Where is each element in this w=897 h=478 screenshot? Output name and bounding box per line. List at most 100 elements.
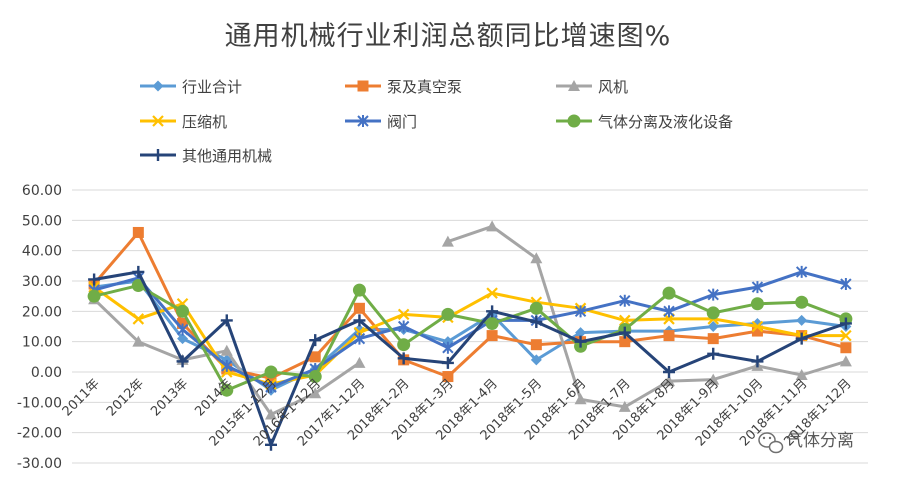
series-line xyxy=(93,279,847,392)
data-point xyxy=(308,370,322,384)
data-point xyxy=(751,281,764,294)
data-point xyxy=(177,333,189,345)
data-point xyxy=(619,314,631,327)
data-point xyxy=(706,306,720,320)
data-point xyxy=(662,286,676,300)
data-point xyxy=(265,438,277,451)
data-point xyxy=(530,315,543,328)
data-point xyxy=(707,373,720,385)
watermark: 气体分离 xyxy=(758,431,854,454)
data-point xyxy=(840,278,852,291)
y-tick-label: 20.00 xyxy=(22,304,62,320)
data-point xyxy=(618,400,631,412)
data-point xyxy=(663,375,675,387)
data-point xyxy=(707,321,719,332)
data-point xyxy=(840,329,852,342)
data-point xyxy=(441,235,454,247)
data-point xyxy=(707,333,719,345)
data-point xyxy=(88,273,101,286)
data-point xyxy=(574,335,587,348)
data-point xyxy=(397,308,410,321)
data-point xyxy=(751,320,764,333)
data-point xyxy=(839,355,852,367)
data-point xyxy=(131,279,145,293)
gridlines xyxy=(72,189,868,464)
data-point xyxy=(618,326,631,339)
legend-label: 阀门 xyxy=(387,113,417,131)
data-point xyxy=(486,330,498,342)
legend-label: 其他通用机械 xyxy=(182,147,272,165)
data-point xyxy=(486,305,499,318)
data-point xyxy=(87,289,101,303)
legend-item: 压缩机 xyxy=(140,113,227,131)
legend-label: 风机 xyxy=(598,78,628,96)
legend-marker xyxy=(567,114,581,128)
data-point xyxy=(353,314,366,327)
data-point xyxy=(309,334,322,347)
data-point xyxy=(176,304,190,318)
data-point xyxy=(795,332,808,345)
y-tick-label: 30.00 xyxy=(22,274,62,290)
data-point xyxy=(132,265,145,278)
legend-item: 气体分离及液化设备 xyxy=(556,113,733,131)
data-point xyxy=(441,356,454,369)
y-tick-label: -20.00 xyxy=(17,426,62,442)
data-point xyxy=(220,314,233,327)
data-point xyxy=(352,283,366,297)
legend-label: 压缩机 xyxy=(182,113,227,131)
y-tick-label: -30.00 xyxy=(17,456,62,472)
watermark-text: 气体分离 xyxy=(786,431,854,451)
data-point xyxy=(840,342,852,354)
series-line xyxy=(93,270,847,389)
data-point xyxy=(353,302,365,314)
data-point xyxy=(132,226,144,238)
data-point xyxy=(309,387,322,399)
data-point xyxy=(530,354,542,366)
data-point xyxy=(619,336,631,348)
data-point xyxy=(132,335,145,347)
legend-marker xyxy=(152,80,164,92)
data-point xyxy=(707,288,719,301)
legend-item: 泵及真空泵 xyxy=(345,78,462,96)
legend-marker xyxy=(357,115,369,127)
data-point xyxy=(397,352,410,365)
wechat-icon xyxy=(758,432,784,454)
y-axis: 60.00 50.00 40.00 30.00 20.00 10.00 0.00 -10.00… xyxy=(17,183,62,472)
data-point xyxy=(353,332,366,345)
data-point xyxy=(353,356,366,368)
y-tick-label: 10.00 xyxy=(22,335,62,351)
data-point xyxy=(220,344,233,356)
legend-marker xyxy=(152,149,164,161)
data-point xyxy=(663,305,675,318)
legend-marker xyxy=(357,80,369,92)
data-point xyxy=(221,359,233,372)
data-point xyxy=(795,369,808,381)
data-point xyxy=(751,325,763,337)
chart-title: 通用机械行业利润总额同比增速图% xyxy=(225,21,672,52)
data-point xyxy=(264,365,278,379)
data-point xyxy=(442,371,454,383)
legend-marker xyxy=(152,115,164,127)
data-point xyxy=(751,355,764,368)
data-point xyxy=(707,347,720,360)
series-6 xyxy=(88,265,852,451)
legend-item: 风机 xyxy=(556,78,628,96)
data-point xyxy=(486,220,499,232)
data-point xyxy=(663,366,675,378)
data-point xyxy=(485,316,499,330)
data-point xyxy=(309,351,321,363)
y-tick-label: 0.00 xyxy=(31,365,62,381)
data-point xyxy=(796,314,808,326)
y-tick-label: 50.00 xyxy=(22,213,62,229)
y-tick-label: -10.00 xyxy=(17,395,62,411)
series-layer xyxy=(87,220,853,451)
series-line xyxy=(93,284,847,392)
series-line xyxy=(93,270,847,447)
legend-marker xyxy=(568,80,580,91)
data-point xyxy=(574,305,587,318)
data-point xyxy=(750,297,764,311)
data-point xyxy=(132,313,145,325)
data-point xyxy=(530,339,542,351)
